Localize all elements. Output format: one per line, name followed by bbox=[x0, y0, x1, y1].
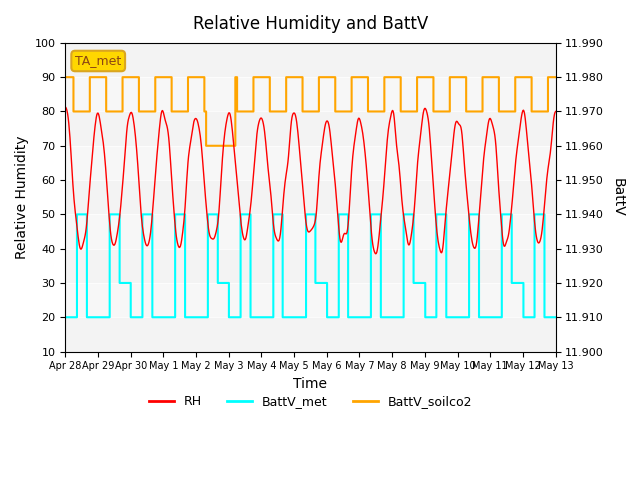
Legend: RH, BattV_met, BattV_soilco2: RH, BattV_met, BattV_soilco2 bbox=[144, 390, 477, 413]
Y-axis label: Relative Humidity: Relative Humidity bbox=[15, 135, 29, 259]
Bar bbox=[65, 146, 556, 180]
Bar bbox=[65, 317, 556, 351]
Bar bbox=[65, 77, 556, 111]
Bar bbox=[65, 111, 556, 146]
Title: Relative Humidity and BattV: Relative Humidity and BattV bbox=[193, 15, 428, 33]
Bar bbox=[65, 43, 556, 77]
Bar bbox=[65, 215, 556, 249]
Bar bbox=[65, 249, 556, 283]
Text: TA_met: TA_met bbox=[75, 55, 122, 68]
X-axis label: Time: Time bbox=[293, 377, 328, 391]
Bar bbox=[65, 180, 556, 215]
Y-axis label: BattV: BattV bbox=[611, 178, 625, 216]
Bar bbox=[65, 283, 556, 317]
